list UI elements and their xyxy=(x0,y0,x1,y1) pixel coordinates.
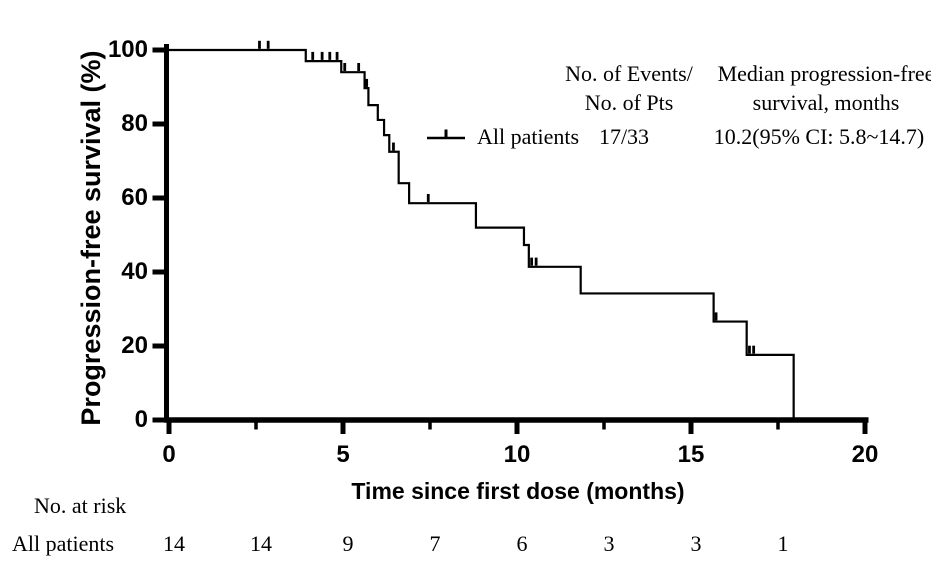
legend-header-median-line1: Median progression-free xyxy=(717,61,931,86)
x-tick-label-10: 10 xyxy=(503,441,531,468)
legend-events-value: 17/33 xyxy=(598,124,650,149)
x-tick-label-15: 15 xyxy=(677,441,705,468)
risk-count-4: 6 xyxy=(516,531,528,556)
risk-count-6: 3 xyxy=(690,531,702,556)
y-tick-label-40: 40 xyxy=(121,258,148,285)
x-tick-label-0: 0 xyxy=(162,441,176,468)
legend-header-events-line1: No. of Events/ xyxy=(565,61,693,86)
risk-count-2: 9 xyxy=(342,531,354,556)
risk-count-1: 14 xyxy=(250,531,272,556)
legend-header-median: Median progression-free survival, months xyxy=(696,59,931,117)
legend-header-events-line2: No. of Pts xyxy=(584,90,674,115)
legend-header-median-line2: survival, months xyxy=(752,90,900,115)
x-tick-label-20: 20 xyxy=(851,441,879,468)
risk-count-7: 1 xyxy=(777,531,789,556)
y-tick-label-80: 80 xyxy=(121,110,148,137)
risk-count-3: 7 xyxy=(429,531,441,556)
risk-count-5: 3 xyxy=(603,531,615,556)
risk-count-0: 14 xyxy=(163,531,185,556)
legend-median-value: 10.2(95% CI: 5.8~14.7) xyxy=(713,124,925,149)
y-axis-title: Progression-free survival (%) xyxy=(76,50,106,426)
y-tick-label-0: 0 xyxy=(134,406,148,433)
risk-table-title: No. at risk xyxy=(34,493,127,518)
risk-row-label: All patients xyxy=(12,531,115,556)
legend-header-events: No. of Events/ No. of Pts xyxy=(529,59,729,117)
legend-series-label: All patients xyxy=(477,124,580,149)
km-censor-line-icon xyxy=(427,129,465,140)
x-axis-title: Time since first dose (months) xyxy=(351,478,685,504)
km-curve-all-patients xyxy=(169,48,795,420)
y-tick-label-20: 20 xyxy=(121,332,148,359)
x-tick-label-5: 5 xyxy=(336,441,350,468)
y-tick-label-60: 60 xyxy=(121,184,148,211)
y-tick-label-100: 100 xyxy=(107,36,148,63)
